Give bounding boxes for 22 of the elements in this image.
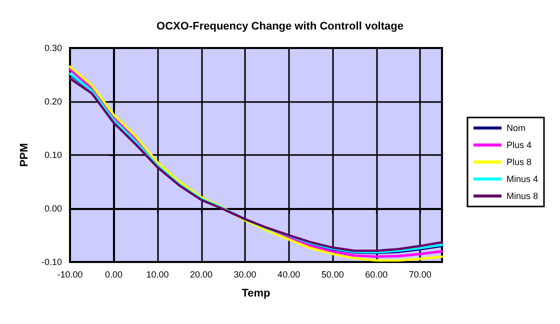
x-tick-label: 20.00 [190,270,213,280]
x-tick-label: 70.00 [408,270,432,280]
x-tick-label: 60.00 [365,270,388,280]
legend-label: Plus 4 [506,140,532,150]
legend-label: Minus 4 [506,174,538,184]
x-tick-label: 30.00 [234,270,256,280]
legend-label: Plus 8 [506,157,532,167]
x-axis-title: Temp [242,288,271,300]
x-tick-label: 0.00 [105,270,123,280]
y-tick-label: 0.00 [44,204,62,214]
x-tick-label: 10.00 [146,270,169,280]
legend-label: Minus 8 [506,191,538,201]
y-tick-label: -0.10 [41,257,62,267]
y-tick-label: 0.20 [44,96,62,106]
y-tick-label: 0.10 [44,150,62,160]
x-tick-label: 50.00 [321,270,344,280]
x-tick-label: 40.00 [278,270,300,280]
chart-title: OCXO-Frequency Change with Controll voltage [156,20,404,32]
y-axis-title: PPM [18,143,30,167]
y-tick-label: 0.30 [44,43,62,53]
x-tick-label: -10.00 [57,270,83,280]
legend-label: Nom [506,123,526,133]
